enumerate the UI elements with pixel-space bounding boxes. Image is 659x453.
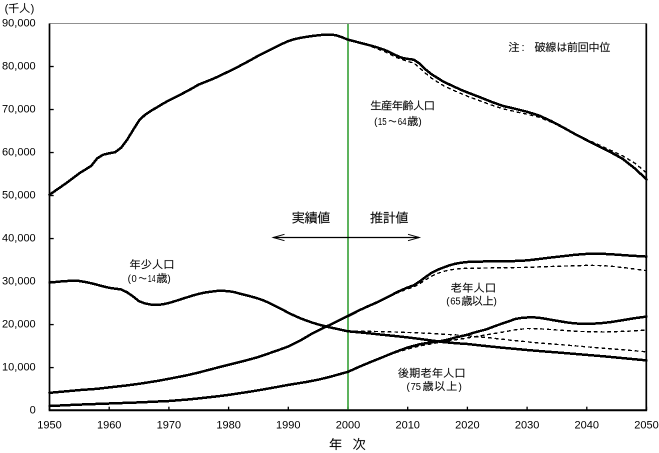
svg-text:2020: 2020 xyxy=(455,420,479,432)
svg-text:70,000: 70,000 xyxy=(2,103,36,115)
svg-text:30,000: 30,000 xyxy=(2,276,36,288)
svg-text:): ) xyxy=(167,274,170,285)
svg-text:2050: 2050 xyxy=(634,420,658,432)
svg-text:50,000: 50,000 xyxy=(2,190,36,202)
svg-text:1980: 1980 xyxy=(216,420,240,432)
svg-text:(: ( xyxy=(5,3,9,15)
svg-text:(: ( xyxy=(128,274,132,285)
svg-text:14: 14 xyxy=(148,274,156,285)
svg-text:): ) xyxy=(494,297,497,308)
svg-text:): ) xyxy=(31,3,35,15)
svg-text:2000: 2000 xyxy=(336,420,360,432)
svg-text:65: 65 xyxy=(450,297,461,308)
svg-text:2040: 2040 xyxy=(575,420,599,432)
svg-text:(: ( xyxy=(446,297,450,308)
svg-text:2010: 2010 xyxy=(395,420,419,432)
svg-text:(: ( xyxy=(374,117,378,128)
svg-text:60,000: 60,000 xyxy=(2,146,36,158)
svg-text:64: 64 xyxy=(398,117,407,128)
svg-text:0: 0 xyxy=(132,274,138,285)
svg-text:80,000: 80,000 xyxy=(2,60,36,72)
svg-text:40,000: 40,000 xyxy=(2,233,36,245)
svg-text:15: 15 xyxy=(378,117,387,128)
svg-text:1960: 1960 xyxy=(97,420,121,432)
svg-text:10,000: 10,000 xyxy=(2,362,36,374)
svg-text:0: 0 xyxy=(30,405,36,417)
svg-text:): ) xyxy=(418,117,421,128)
svg-text:(: ( xyxy=(407,382,411,393)
svg-text:75: 75 xyxy=(411,382,422,393)
svg-text:1950: 1950 xyxy=(37,420,61,432)
svg-text:1970: 1970 xyxy=(157,420,181,432)
svg-text:90,000: 90,000 xyxy=(2,17,36,29)
svg-text:20,000: 20,000 xyxy=(2,319,36,331)
svg-text::: : xyxy=(522,42,525,54)
svg-text:1990: 1990 xyxy=(276,420,300,432)
svg-text:): ) xyxy=(459,382,462,393)
svg-text:2030: 2030 xyxy=(515,420,539,432)
